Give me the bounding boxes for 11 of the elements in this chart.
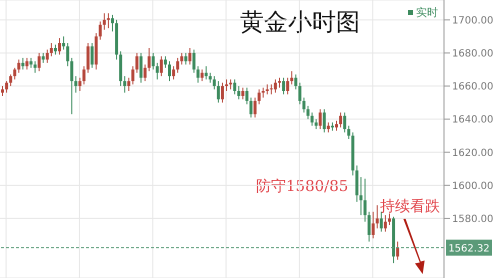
y-tick-label: 1600.00 [452,180,494,192]
ref-line-label: 1562.32 [448,244,490,255]
y-tick-label: 1620.00 [452,148,494,159]
annotation: 持续看跌 [380,197,440,215]
y-tick-label: 1700.00 [452,15,494,26]
y-tick-label: 1580.00 [452,214,494,225]
y-tick-label: 1660.00 [452,82,494,93]
y-tick-label: 1640.00 [452,114,494,126]
legend-label: 实时 [416,5,438,20]
y-tick-label: 1680.00 [452,48,494,60]
candlestick [270,84,273,94]
